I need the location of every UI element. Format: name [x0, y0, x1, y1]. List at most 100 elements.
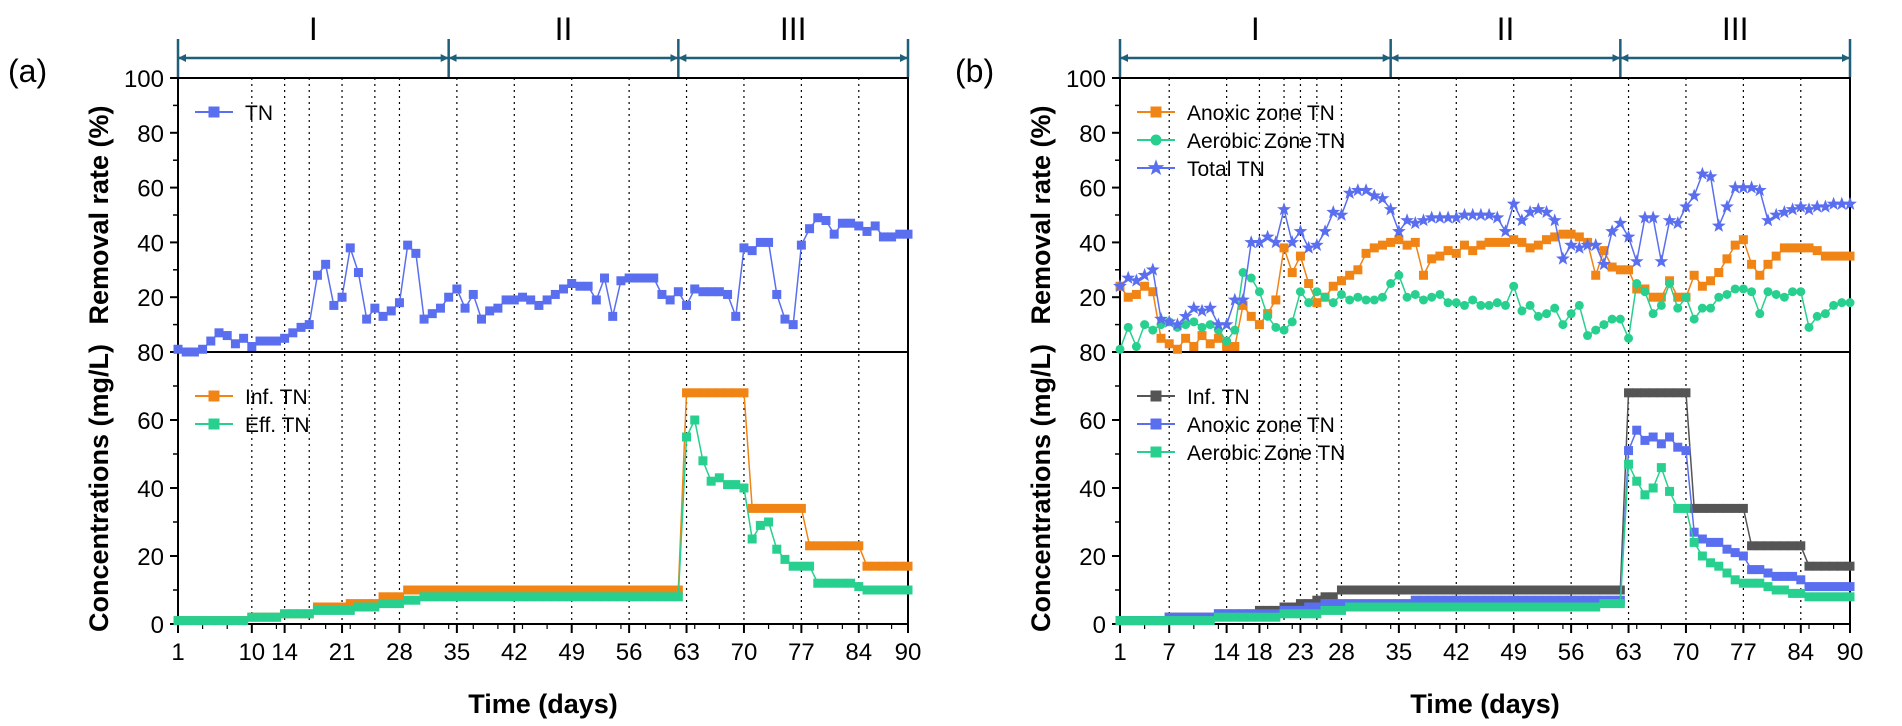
x-tick-label: 63 [673, 639, 700, 666]
data-point [1254, 612, 1264, 622]
series-total-tn [1113, 166, 1857, 331]
data-point [1320, 592, 1330, 602]
data-point [1367, 188, 1382, 202]
data-point [1624, 459, 1634, 469]
data-point [329, 300, 339, 310]
data-point [1525, 585, 1535, 595]
data-point [1386, 279, 1396, 288]
data-point [1752, 183, 1767, 197]
data-point [1427, 292, 1437, 302]
data-point [1482, 207, 1496, 221]
data-point [1484, 602, 1494, 612]
data-point [1424, 210, 1439, 224]
data-point [1287, 268, 1297, 278]
data-point [1263, 311, 1273, 321]
data-point [485, 306, 495, 316]
data-point [517, 592, 527, 602]
x-tick-label: 84 [845, 639, 872, 666]
data-point [1829, 300, 1839, 310]
data-point [1738, 551, 1748, 561]
data-point [1632, 284, 1642, 294]
data-point [1377, 585, 1387, 595]
data-point [476, 314, 486, 324]
data-point [1796, 588, 1806, 598]
data-point [1539, 205, 1554, 219]
data-point [378, 599, 388, 609]
data-point [1747, 578, 1757, 588]
data-point [1804, 322, 1814, 332]
data-point [567, 585, 577, 595]
data-point [657, 289, 667, 299]
y-tick-label: 40 [1079, 230, 1106, 257]
data-point [714, 473, 724, 483]
data-point [1410, 585, 1420, 595]
data-point [624, 585, 634, 595]
x-tick-label: 23 [1287, 639, 1314, 666]
data-point [1845, 561, 1855, 571]
data-point [854, 541, 864, 551]
data-point [780, 554, 790, 564]
data-point [1673, 503, 1683, 513]
data-point [1408, 216, 1423, 230]
data-point [189, 616, 199, 626]
data-point [1706, 276, 1716, 286]
data-point [1755, 541, 1765, 551]
data-point [337, 292, 347, 302]
data-point [1230, 612, 1240, 622]
data-point [1468, 595, 1478, 605]
data-point [1640, 435, 1650, 445]
data-point [878, 232, 888, 242]
data-point [1451, 298, 1461, 308]
phase-label-II: II [555, 11, 573, 47]
data-point [1279, 609, 1289, 619]
data-point [1501, 585, 1511, 595]
data-point [321, 605, 331, 615]
data-point [1351, 183, 1365, 197]
data-point [1665, 486, 1675, 496]
data-point [271, 336, 281, 346]
data-point [1441, 210, 1455, 224]
data-point [173, 344, 183, 354]
y-tick-label: 40 [137, 476, 164, 503]
data-point [1140, 320, 1150, 330]
y-tick-label: 40 [137, 230, 164, 257]
data-point [1755, 309, 1765, 319]
data-point [1779, 571, 1789, 581]
data-point [1377, 602, 1387, 612]
data-point [1402, 292, 1412, 302]
data-point [1410, 237, 1420, 247]
data-point [280, 609, 290, 619]
data-point [1769, 207, 1784, 221]
data-point [1246, 311, 1256, 321]
data-point [1484, 237, 1494, 247]
data-point [1123, 322, 1133, 332]
data-point [1271, 295, 1281, 305]
data-point [575, 592, 585, 602]
data-point [321, 259, 331, 269]
data-point [362, 314, 372, 324]
data-point [1353, 292, 1363, 302]
data-point [1238, 612, 1248, 622]
data-point [1476, 240, 1486, 250]
data-point [1673, 442, 1683, 452]
data-point [1123, 616, 1133, 626]
data-point [682, 432, 692, 442]
data-point [468, 592, 478, 602]
data-point [772, 503, 782, 513]
data-point [813, 578, 823, 588]
data-point [1747, 541, 1757, 551]
y-tick-label: 20 [1079, 285, 1106, 312]
data-point [1763, 287, 1773, 297]
data-point [444, 592, 454, 602]
data-point [1730, 240, 1740, 250]
data-point [1326, 205, 1341, 219]
y-tick-label: 100 [124, 66, 164, 93]
data-point [1320, 292, 1330, 302]
data-point [1400, 213, 1414, 227]
data-point [1320, 599, 1330, 609]
data-point [1222, 336, 1232, 346]
data-point [1334, 207, 1349, 221]
data-point [1361, 602, 1371, 612]
data-point [444, 292, 454, 302]
data-point [206, 616, 216, 626]
